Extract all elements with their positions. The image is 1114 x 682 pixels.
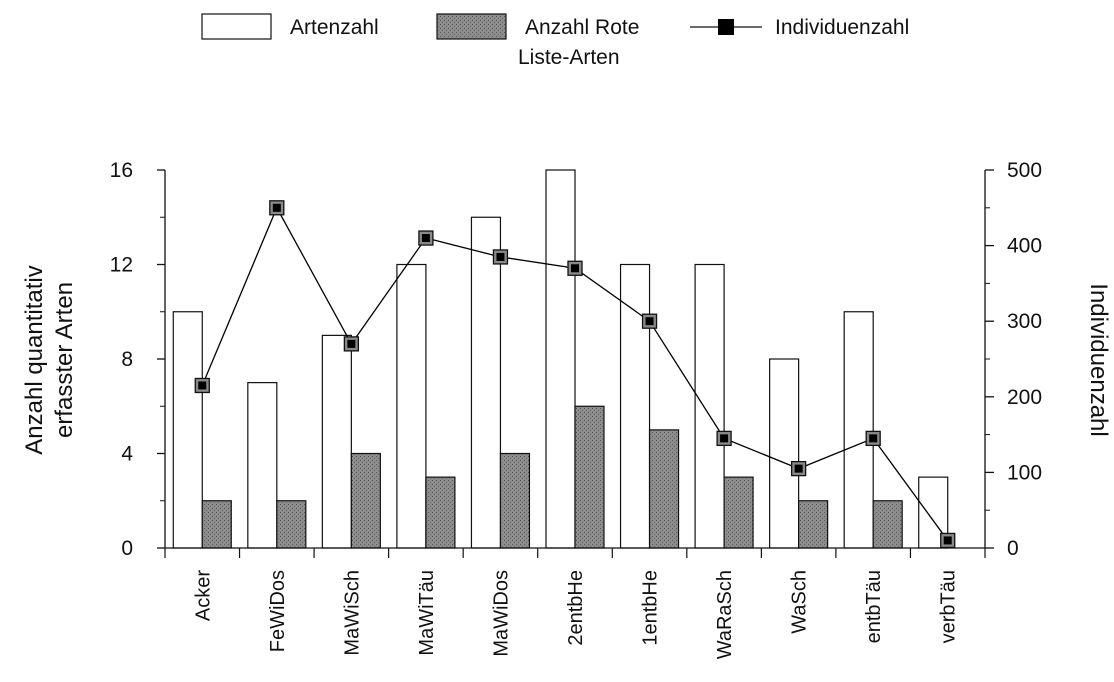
marker-individuenzahl	[421, 234, 430, 243]
x-tick-label: Acker	[192, 570, 214, 621]
marker-individuenzahl	[347, 339, 356, 348]
y-tick-label-left: 12	[110, 254, 133, 277]
marker-individuenzahl	[645, 317, 654, 326]
bar-rote-liste	[648, 429, 680, 549]
y-tick-label-left: 0	[121, 537, 133, 560]
bar-artenzahl	[769, 358, 800, 549]
marker-individuenzahl	[869, 434, 878, 443]
bar-artenzahl	[545, 169, 576, 549]
bar-rote-liste	[723, 476, 754, 549]
legend-marker-individuenzahl	[718, 19, 734, 35]
x-tick-label: WaRaSch	[714, 570, 736, 659]
plot-area	[172, 169, 956, 549]
legend-swatch-artenzahl	[201, 13, 272, 40]
x-tick-label: entbTäu	[863, 570, 885, 643]
bar-artenzahl	[694, 263, 725, 549]
bar-artenzahl	[619, 263, 651, 549]
bar-artenzahl	[172, 311, 203, 549]
marker-individuenzahl	[571, 264, 579, 273]
marker-individuenzahl	[720, 434, 729, 443]
legend-label-artenzahl: Artenzahl	[290, 16, 379, 39]
y-tick-label-left: 4	[121, 443, 133, 466]
y-tick-label-right: 500	[1007, 159, 1042, 182]
legend-swatch-rote-liste	[436, 13, 507, 40]
bar-artenzahl	[321, 334, 352, 549]
y-tick-label-right: 200	[1007, 386, 1042, 409]
x-tick-label: MaWiSch	[341, 570, 363, 656]
bar-artenzahl	[843, 311, 874, 549]
x-tick-label: 2entbHe	[565, 570, 587, 646]
y-tick-label-right: 100	[1007, 461, 1042, 484]
y-tick-label-right: 400	[1007, 235, 1042, 258]
axes: 0 4 8 12 16 0 100 200 300 400 500 Acker FeWiDos MaWiS…	[21, 159, 1112, 659]
y-tick-label-left: 16	[110, 159, 133, 182]
legend-label-individuenzahl: Individuenzahl	[775, 16, 909, 39]
legend-label-rote-liste-line2: Liste-Arten	[518, 46, 620, 69]
bar-rote-liste	[798, 500, 829, 549]
marker-individuenzahl	[496, 252, 505, 261]
legend-label-rote-liste-line1: Anzahl Rote	[525, 16, 639, 39]
x-tick-label: FeWiDos	[267, 570, 289, 652]
bar-rote-liste	[276, 500, 307, 549]
x-tick-label: MaWiTäu	[416, 570, 438, 656]
legend: Artenzahl Anzahl Rote Liste-Arten Individue…	[201, 13, 909, 69]
y-tick-label-right: 0	[1007, 537, 1019, 560]
bar-rote-liste	[425, 476, 456, 549]
x-tick-label: WaSch	[789, 570, 811, 634]
marker-individuenzahl	[198, 381, 207, 390]
y-tick-label-right: 300	[1007, 310, 1042, 333]
y-axis-title-right: Individuenzahl	[1085, 283, 1112, 436]
y-axis-title-left-line1: Anzahl quantitativ	[21, 265, 48, 454]
bar-rote-liste	[574, 405, 605, 549]
marker-individuenzahl	[272, 203, 281, 212]
x-tick-label: verbTäu	[938, 570, 960, 643]
bar-rote-liste	[201, 500, 232, 549]
bar-rote-liste	[350, 452, 381, 549]
bar-artenzahl	[247, 382, 278, 549]
y-tick-label-left: 8	[121, 348, 133, 371]
marker-individuenzahl	[794, 464, 803, 473]
x-tick-label: MaWiDos	[490, 570, 512, 657]
x-tick-label: 1entbHe	[640, 570, 662, 646]
bar-rote-liste	[872, 500, 903, 549]
bar-rote-liste	[499, 452, 531, 549]
bar-artenzahl	[470, 216, 502, 549]
marker-individuenzahl	[943, 536, 952, 545]
bar-artenzahl	[396, 263, 427, 549]
y-axis-title-left-line2: erfasster Arten	[51, 282, 78, 438]
